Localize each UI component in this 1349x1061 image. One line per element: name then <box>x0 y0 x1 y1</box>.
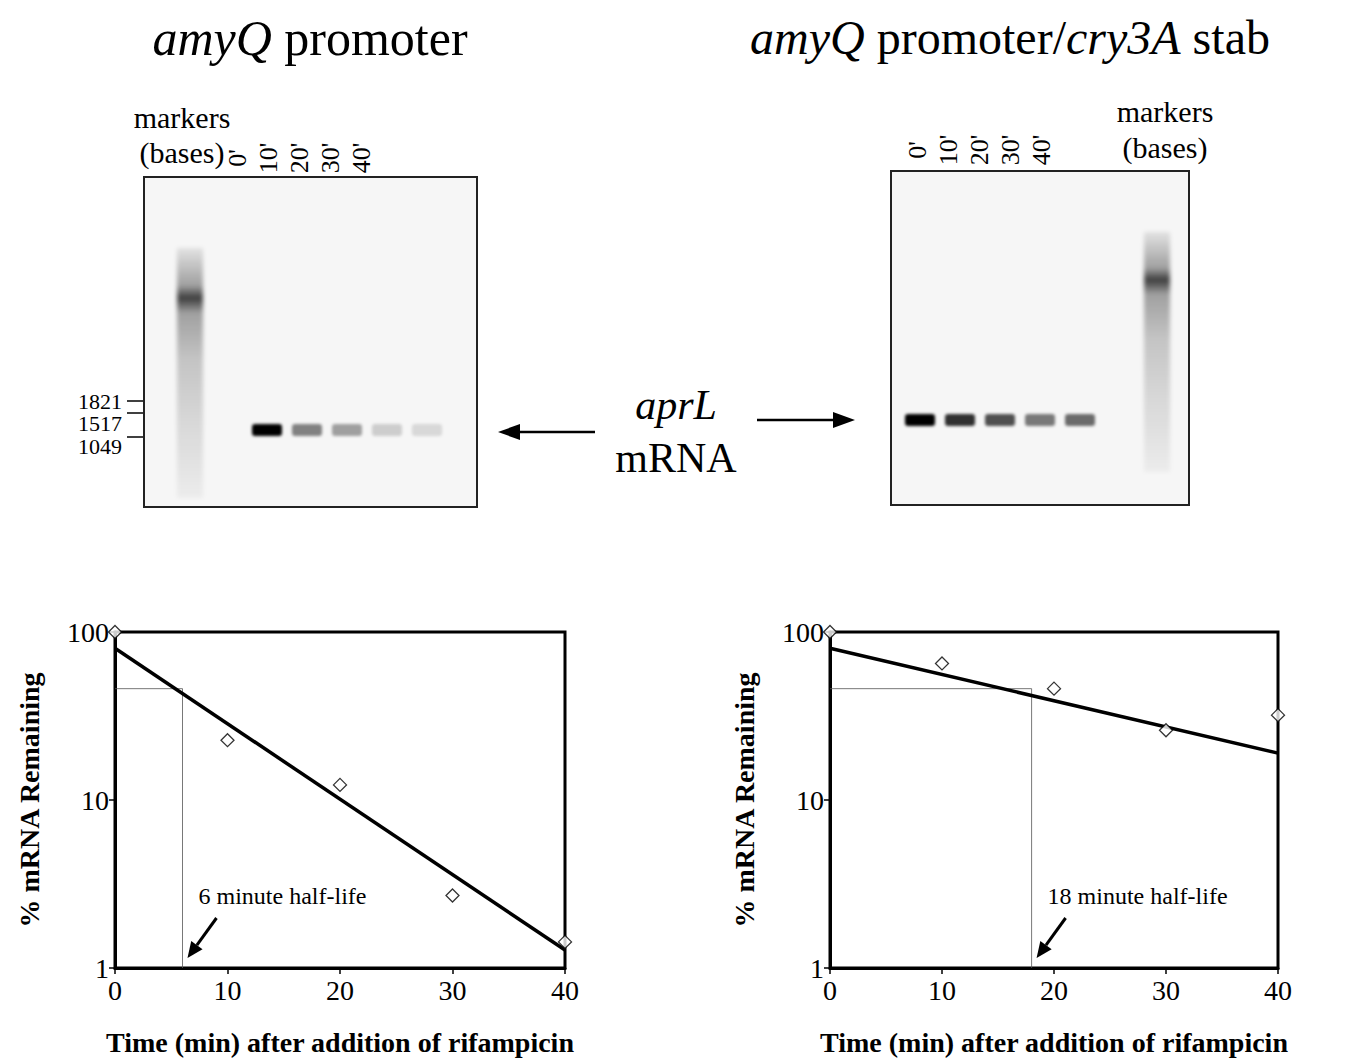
svg-text:30: 30 <box>1152 975 1180 1006</box>
html-text:20': 20' <box>965 134 994 166</box>
html-text:40': 40' <box>347 142 376 174</box>
html-text:(bases): (bases) <box>139 136 225 169</box>
svg-text:20: 20 <box>1040 975 1068 1006</box>
html-text:40': 40' <box>1027 134 1056 166</box>
html-text:10': 10' <box>934 134 963 166</box>
html-text:(bases): (bases) <box>1122 131 1208 164</box>
svg-text:10: 10 <box>214 975 242 1006</box>
html-text:markers: markers <box>1116 95 1214 128</box>
html-text:markers: markers <box>133 101 231 134</box>
svg-text:0: 0 <box>108 975 122 1006</box>
html-text:30': 30' <box>316 142 345 174</box>
svg-text:1: 1 <box>810 953 824 984</box>
svg-text:0: 0 <box>823 975 837 1006</box>
svg-text:100: 100 <box>782 617 824 648</box>
svg-text:1: 1 <box>95 953 109 984</box>
html-text:10': 10' <box>254 142 283 174</box>
svg-text:40: 40 <box>1264 975 1292 1006</box>
svg-text:30: 30 <box>439 975 467 1006</box>
svg-text:% mRNA Remaining: % mRNA Remaining <box>729 672 760 927</box>
html-text:20': 20' <box>285 142 314 174</box>
html-text:30': 30' <box>996 134 1025 166</box>
svg-text:40: 40 <box>551 975 579 1006</box>
html-text:amyQ promoter / cry3A stab: amyQ promoter / cry3A stab <box>750 11 1270 64</box>
html-text:0': 0' <box>223 149 252 167</box>
svg-text:Time (min) after addition of r: Time (min) after addition of rifampicin <box>820 1027 1288 1058</box>
svg-text:6 minute half-life: 6 minute half-life <box>199 883 367 909</box>
html-text:mRNA: mRNA <box>615 435 737 481</box>
html-text:1049: 1049 <box>78 434 122 459</box>
html-text:0': 0' <box>903 141 932 159</box>
svg-text:18 minute half-life: 18 minute half-life <box>1048 883 1228 909</box>
svg-text:% mRNA Remaining: % mRNA Remaining <box>14 672 45 927</box>
html-text:aprL: aprL <box>635 382 717 428</box>
svg-text:10: 10 <box>928 975 956 1006</box>
html-text:1821: 1821 <box>78 389 122 414</box>
svg-text:100: 100 <box>67 617 109 648</box>
svg-text:20: 20 <box>326 975 354 1006</box>
html-text:1517: 1517 <box>78 411 122 436</box>
html-text:amyQ promoter: amyQ promoter <box>152 10 468 66</box>
svg-text:10: 10 <box>81 785 109 816</box>
svg-text:10: 10 <box>796 785 824 816</box>
svg-text:Time (min) after addition of r: Time (min) after addition of rifampicin <box>106 1027 574 1058</box>
